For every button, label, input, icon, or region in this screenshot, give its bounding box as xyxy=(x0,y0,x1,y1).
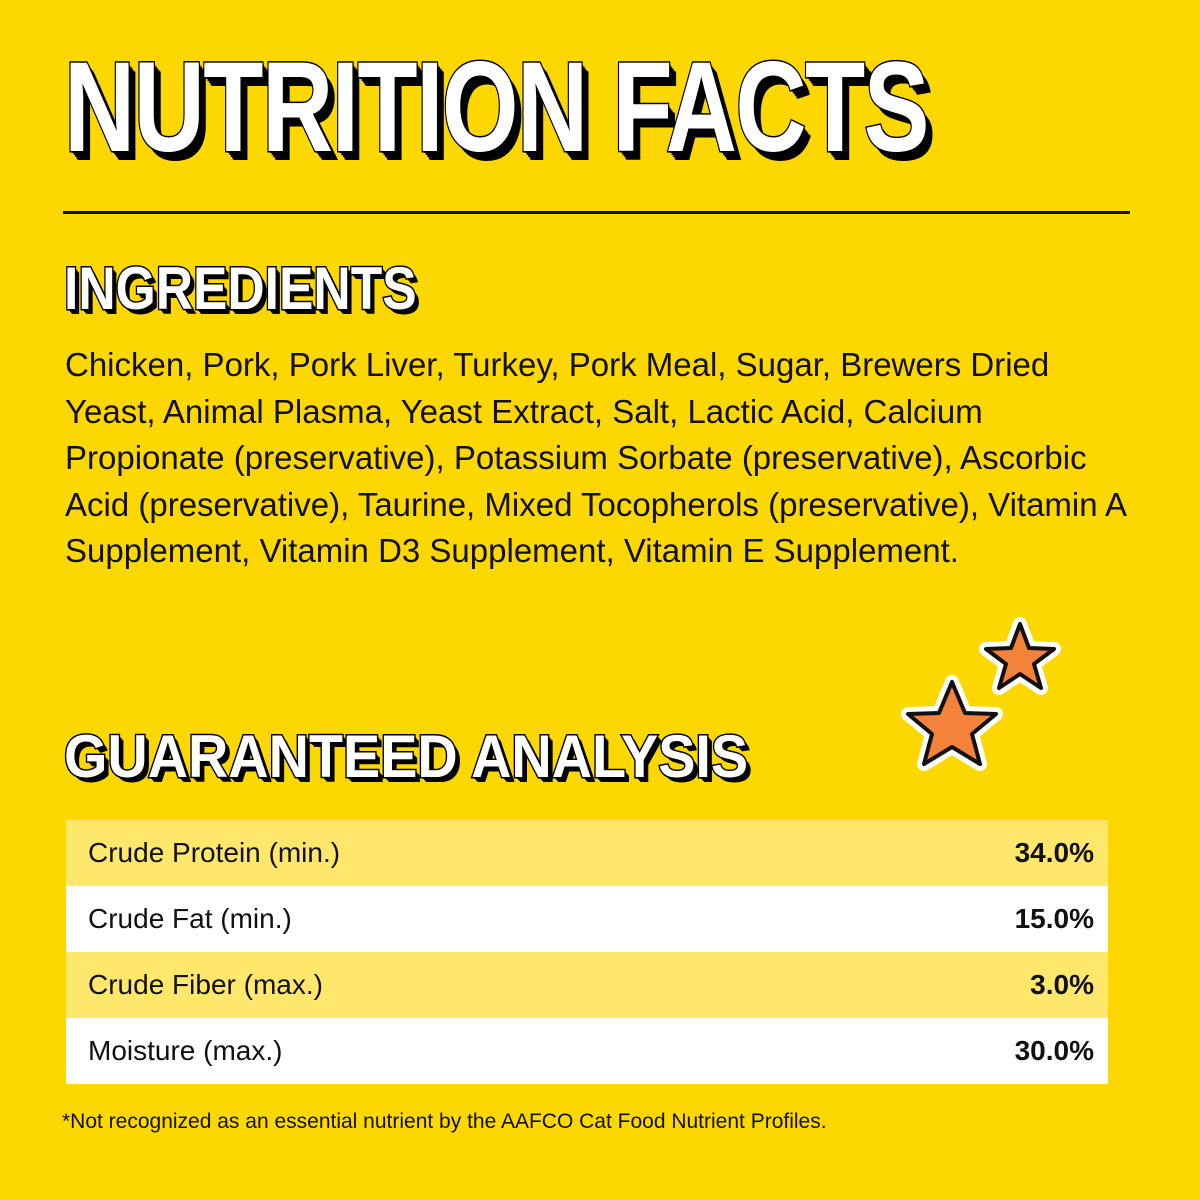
guaranteed-analysis-heading: GUARANTEED ANALYSIS xyxy=(63,722,750,792)
ingredients-heading: INGREDIENTS xyxy=(63,254,418,324)
table-row: Moisture (max.) 30.0% xyxy=(66,1018,1108,1084)
star-icon xyxy=(979,617,1061,695)
ingredients-list: Chicken, Pork, Pork Liver, Turkey, Pork … xyxy=(65,346,1126,569)
row-label: Crude Fat (min.) xyxy=(88,903,292,934)
row-value: 3.0% xyxy=(1030,969,1094,1000)
table-row: Crude Protein (min.) 34.0% xyxy=(66,820,1108,886)
row-value: 34.0% xyxy=(1014,837,1094,868)
table-row: Crude Fat (min.) 15.0% xyxy=(66,886,1108,952)
star-icon xyxy=(901,675,1003,771)
row-label: Crude Fiber (max.) xyxy=(88,969,323,1000)
footnote: *Not recognized as an essential nutrient… xyxy=(62,1110,827,1133)
page-title: NUTRITION FACTS xyxy=(63,35,931,181)
row-value: 15.0% xyxy=(1014,903,1094,934)
divider xyxy=(63,211,1130,214)
row-label: Crude Protein (min.) xyxy=(88,837,341,868)
row-label: Moisture (max.) xyxy=(88,1035,283,1066)
table-row: Crude Fiber (max.) 3.0% xyxy=(66,952,1108,1018)
row-value: 30.0% xyxy=(1014,1035,1094,1066)
stars-decoration xyxy=(901,617,1061,771)
analysis-table: Crude Protein (min.) 34.0% Crude Fat (mi… xyxy=(66,820,1108,1084)
